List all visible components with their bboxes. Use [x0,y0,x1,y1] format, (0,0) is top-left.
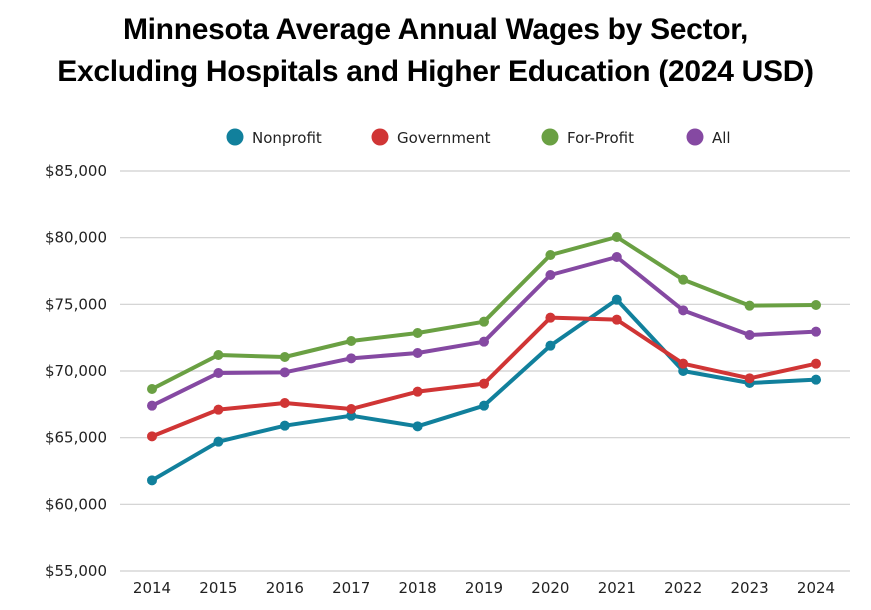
data-point-all[interactable] [545,270,556,280]
y-tick-label: $85,000 [45,162,107,180]
data-point-all[interactable] [213,368,224,378]
legend-swatch [371,128,389,146]
data-point-nonprofit[interactable] [611,294,622,305]
y-tick-label: $55,000 [45,562,107,580]
gridlines [120,170,850,572]
series-for-profit [147,232,821,394]
data-point-government[interactable] [744,373,755,384]
data-point-nonprofit[interactable] [213,436,224,447]
data-point-for-profit[interactable] [545,250,556,260]
chart-subtitle: Excluding Hospitals and Higher Education… [57,55,814,88]
series-line-nonprofit [150,297,818,483]
data-point-nonprofit[interactable] [279,420,290,431]
x-tick-label: 2023 [731,579,769,597]
x-tick-label: 2020 [531,579,569,597]
x-tick-label: 2016 [266,579,304,597]
legend-swatch [541,128,559,146]
y-tick-label: $65,000 [45,429,107,447]
data-point-for-profit[interactable] [279,352,290,362]
x-tick-label: 2018 [399,579,437,597]
x-axis-ticks: 2014 2015 2016 2017 2018 2019 2020 2021 2022 2023… [133,579,835,597]
legend-label: Government [397,129,491,147]
x-tick-label: 2024 [797,579,835,597]
data-point-government[interactable] [346,404,357,414]
data-point-for-profit[interactable] [213,350,224,360]
y-tick-label: $70,000 [45,362,107,380]
data-point-government[interactable] [479,378,489,389]
data-point-government[interactable] [279,398,290,408]
data-point-for-profit[interactable] [479,316,489,327]
data-point-government[interactable] [811,358,821,369]
data-point-all[interactable] [147,400,157,411]
data-point-all[interactable] [811,326,821,337]
series-government [147,312,821,442]
x-tick-label: 2014 [133,579,171,597]
data-point-for-profit[interactable] [744,300,755,311]
series-all [147,252,821,411]
y-tick-label: $60,000 [45,495,107,513]
data-point-nonprofit[interactable] [545,340,556,351]
data-point-government[interactable] [678,358,689,369]
legend: Nonprofit Government For-Profit All [226,128,731,148]
chart-title: Minnesota Average Annual Wages by Sector… [122,13,749,46]
data-point-all[interactable] [611,252,622,262]
legend-label: All [712,129,731,147]
x-tick-label: 2019 [465,579,503,597]
legend-swatch [686,128,704,146]
data-point-all[interactable] [412,348,423,358]
data-point-nonprofit[interactable] [811,374,821,385]
data-point-government[interactable] [611,314,622,325]
data-point-government[interactable] [412,386,423,397]
data-point-all[interactable] [678,305,689,316]
data-point-for-profit[interactable] [346,336,357,346]
data-point-nonprofit[interactable] [678,366,689,376]
legend-item-government[interactable]: Government [371,128,491,148]
legend-label: Nonprofit [252,129,322,147]
x-tick-label: 2022 [664,579,702,597]
data-point-government[interactable] [213,404,224,415]
series-lines [147,232,821,486]
y-axis-ticks: $55,000 $60,000 $65,000 $70,000 $75,000 $80,0… [45,162,107,580]
data-point-for-profit[interactable] [811,300,821,310]
data-point-for-profit[interactable] [611,232,622,242]
legend-swatch [226,128,244,146]
data-point-for-profit[interactable] [678,274,689,285]
data-point-government[interactable] [545,312,556,323]
data-point-for-profit[interactable] [412,328,423,338]
data-point-for-profit[interactable] [147,384,157,394]
x-tick-label: 2017 [332,579,370,597]
data-point-all[interactable] [479,336,489,347]
legend-item-for-profit[interactable]: For-Profit [541,128,635,148]
x-tick-label: 2021 [598,579,636,597]
legend-item-nonprofit[interactable]: Nonprofit [226,128,322,148]
data-point-nonprofit[interactable] [479,400,489,411]
data-point-all[interactable] [279,367,290,378]
x-tick-label: 2015 [199,579,237,597]
legend-label: For-Profit [567,129,634,147]
y-tick-label: $75,000 [45,295,107,313]
data-point-nonprofit[interactable] [147,475,157,486]
series-line-for-profit [150,235,818,391]
data-point-nonprofit[interactable] [412,421,423,432]
series-nonprofit [147,294,821,486]
y-tick-label: $80,000 [45,229,107,247]
legend-item-all[interactable]: All [686,128,731,148]
data-point-all[interactable] [744,330,755,340]
data-point-all[interactable] [346,353,357,364]
data-point-government[interactable] [147,431,157,442]
